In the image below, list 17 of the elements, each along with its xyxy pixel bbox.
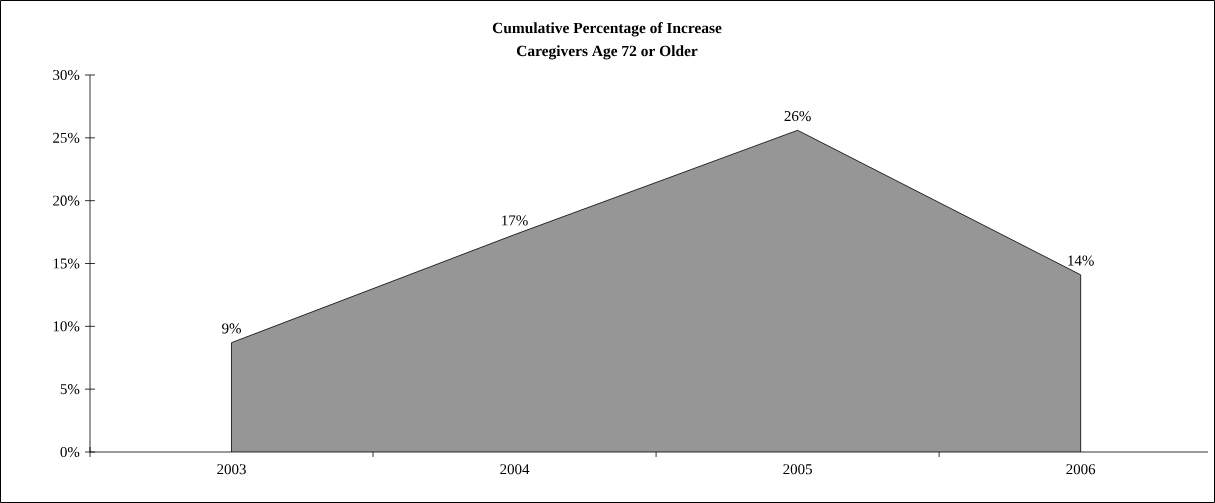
chart-subtitle: Caregivers Age 72 or Older (516, 45, 698, 60)
y-tick-label: 10% (53, 321, 80, 332)
y-tick-label: 30% (53, 69, 80, 81)
data-label: 17% (502, 215, 528, 226)
y-tick-label: 25% (53, 132, 80, 143)
x-tick-label: 2005 (783, 464, 812, 475)
x-tick-label: 2006 (1066, 464, 1096, 475)
data-label: 26% (784, 110, 811, 122)
x-tick-label: 2003 (217, 464, 246, 475)
y-tick-label: 5% (60, 384, 80, 395)
y-tick-label: 0% (60, 446, 80, 458)
y-tick-label: 15% (53, 258, 80, 269)
data-label: 14% (1068, 255, 1094, 266)
data-label: 9% (222, 323, 241, 334)
y-tick-label: 20% (53, 195, 80, 206)
x-tick-label: 2004 (500, 464, 530, 475)
chart-title: Cumulative Percentage of Increase (492, 22, 722, 37)
